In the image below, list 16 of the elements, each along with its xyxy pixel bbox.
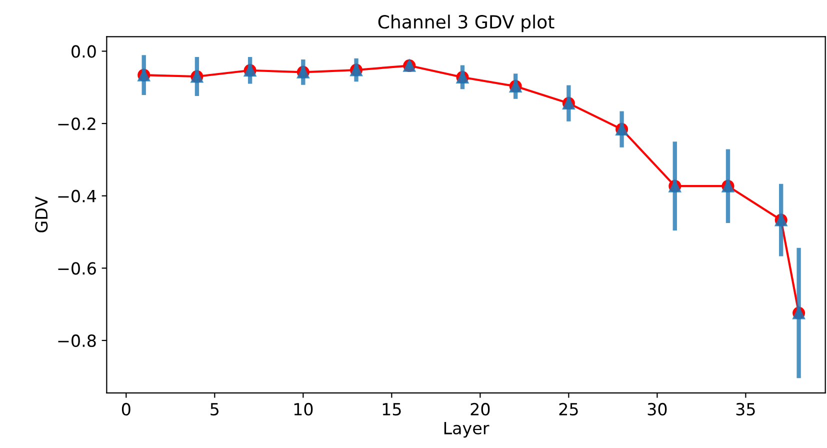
y-axis-title: GDV xyxy=(35,196,48,232)
y-tick-label: −0.6 xyxy=(58,262,96,275)
x-tick-label: 20 xyxy=(470,402,490,416)
y-tick-label: −0.8 xyxy=(58,334,96,348)
x-tick-label: 5 xyxy=(210,403,219,416)
y-tick-label: 0.0 xyxy=(72,45,96,58)
chart-title: Channel 3 GDV plot xyxy=(378,14,554,32)
y-tick-label: −0.4 xyxy=(58,190,96,202)
x-tick-label: 0 xyxy=(122,402,130,416)
x-tick-label: 35 xyxy=(736,402,755,416)
x-tick-label: 25 xyxy=(559,402,578,416)
y-tick-label: −0.2 xyxy=(58,117,96,130)
x-tick-label: 15 xyxy=(382,403,401,416)
x-tick-label: 10 xyxy=(294,402,313,416)
x-tick-label: 30 xyxy=(648,402,667,416)
x-axis-title: Layer xyxy=(444,422,490,438)
